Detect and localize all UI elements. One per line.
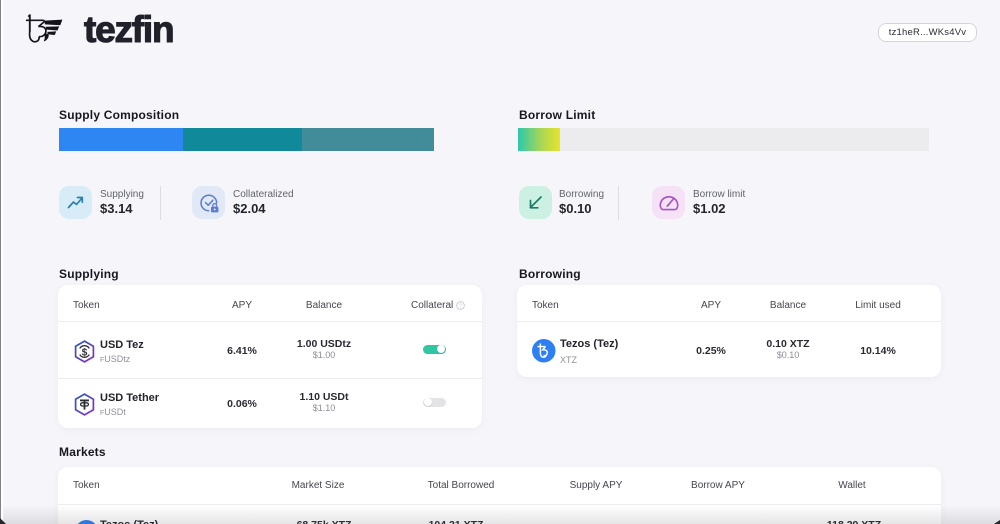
svg-text:?: ? — [459, 303, 463, 309]
svg-text:$: $ — [82, 347, 88, 358]
